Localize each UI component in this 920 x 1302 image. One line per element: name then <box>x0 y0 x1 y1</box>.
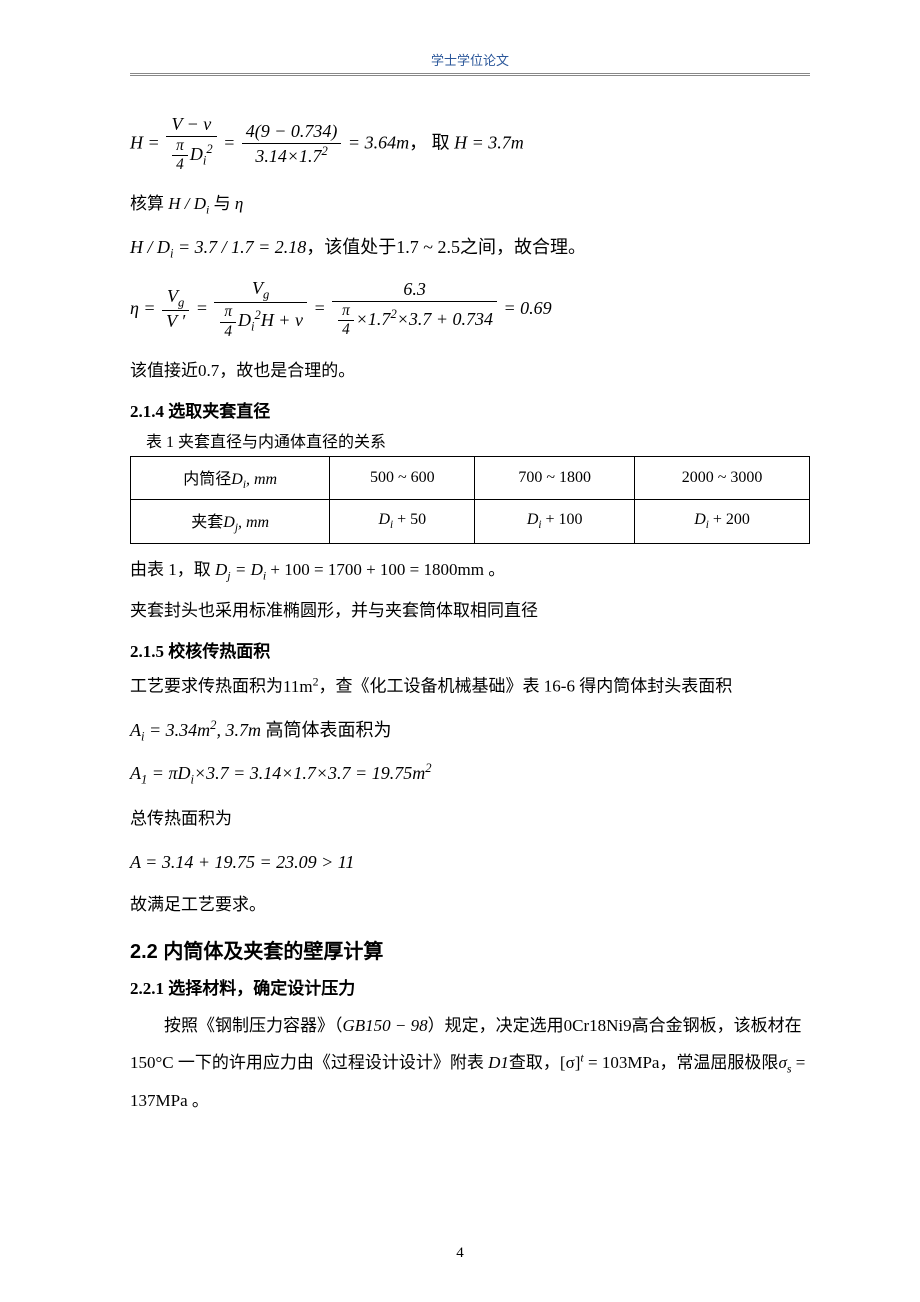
para-material: 按照《钢制压力容器》（GB150 − 98）规定，决定选用0Cr18Ni9高合金… <box>130 1007 810 1119</box>
page-number: 4 <box>0 1245 920 1262</box>
heading-215: 2.1.5 校核传热面积 <box>130 637 810 662</box>
equation-Ai: Ai = 3.34m2, 3.7m 高筒体表面积为 <box>130 717 810 746</box>
page-header: 学士学位论文 <box>130 50 810 74</box>
table1-caption: 表 1 夹套直径与内通体直径的关系 <box>130 428 810 452</box>
cell-r2c2: Di + 50 <box>330 500 475 543</box>
equation-H: H = V − v π 4 Di2 = 4(9 − 0.734) 3.14×1.… <box>130 114 810 174</box>
cell-r1c2: 500 ~ 600 <box>330 457 475 500</box>
line-area-req: 工艺要求传热面积为11m2，查《化工设备机械基础》表 16-6 得内筒体封头表面… <box>130 670 810 703</box>
cell-r1c4: 2000 ~ 3000 <box>635 457 810 500</box>
heading-221: 2.2.1 选择材料，确定设计压力 <box>130 974 810 999</box>
line-satisfy: 故满足工艺要求。 <box>130 889 810 921</box>
cell-r1c1: 内筒径Di, mm <box>131 457 330 500</box>
line-total-area: 总传热面积为 <box>130 803 810 835</box>
cell-r2c4: Di + 200 <box>635 500 810 543</box>
cell-r1c3: 700 ~ 1800 <box>475 457 635 500</box>
cell-r2c1: 夹套Dj, mm <box>131 500 330 543</box>
cell-r2c3: Di + 100 <box>475 500 635 543</box>
line-eta-ok: 该值接近0.7，故也是合理的。 <box>130 355 810 387</box>
line-Dj: 由表 1，取 Dj = Di + 100 = 1700 + 100 = 1800… <box>130 554 810 587</box>
table-row: 夹套Dj, mm Di + 50 Di + 100 Di + 200 <box>131 500 810 543</box>
equation-A1: A1 = πDi×3.7 = 3.14×1.7×3.7 = 19.75m2 <box>130 760 810 789</box>
heading-214: 2.1.4 选取夹套直径 <box>130 397 810 422</box>
table-row: 内筒径Di, mm 500 ~ 600 700 ~ 1800 2000 ~ 30… <box>131 457 810 500</box>
equation-A-total: A = 3.14 + 19.75 = 23.09 > 11 <box>130 850 810 875</box>
equation-eta: η = Vg V ′ = Vg π 4 Di2H + v = 6.3 π 4 ×… <box>130 278 810 341</box>
table-jacket-diameter: 内筒径Di, mm 500 ~ 600 700 ~ 1800 2000 ~ 30… <box>130 456 810 543</box>
heading-22: 2.2 内筒体及夹套的壁厚计算 <box>130 935 810 964</box>
line-head-note: 夹套封头也采用标准椭圆形，并与夹套筒体取相同直径 <box>130 595 810 627</box>
equation-HD-ratio: H / Di = 3.7 / 1.7 = 2.18，该值处于1.7 ~ 2.5之… <box>130 235 810 263</box>
line-check-ratio: 核算 H / Di 与 η <box>130 188 810 221</box>
header-title: 学士学位论文 <box>431 53 509 68</box>
